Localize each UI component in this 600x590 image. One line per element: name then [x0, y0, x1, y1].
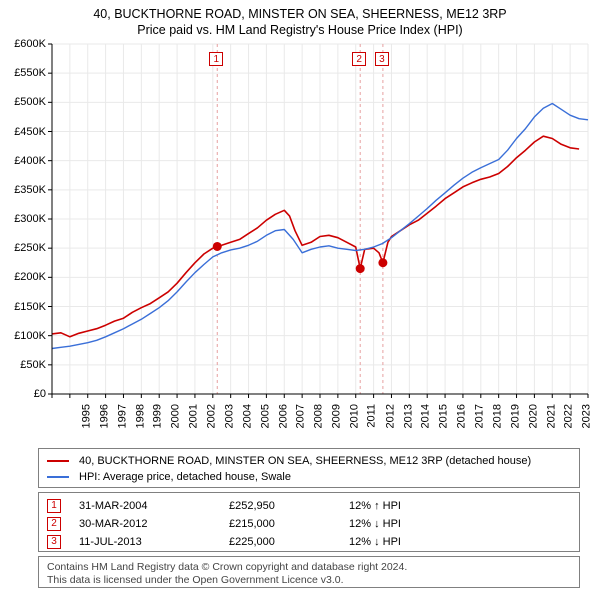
chart-title-subtitle: Price paid vs. HM Land Registry's House … — [0, 22, 600, 38]
y-tick-label: £150K — [14, 301, 46, 313]
event-trend: 12% ↓ HPI — [349, 534, 401, 550]
x-tick-label: 2009 — [331, 404, 343, 428]
y-tick-label: £500K — [14, 96, 46, 108]
x-axis-labels: 1995 1996 1997 1998 1999 2000 2001 2002 2003 2004… — [52, 398, 588, 438]
legend-label-hpi: HPI: Average price, detached house, Swal… — [79, 469, 291, 485]
event-price: £215,000 — [229, 516, 349, 532]
event-marker-icon: 1 — [47, 499, 61, 513]
event-marker-icon: 3 — [47, 535, 61, 549]
x-tick-label: 2016 — [456, 404, 468, 428]
y-axis-labels: £0£50K£100K£150K£200K£250K£300K£350K£400… — [0, 44, 48, 394]
x-tick-label: 2000 — [170, 404, 182, 428]
y-tick-label: £550K — [14, 67, 46, 79]
y-tick-label: £100K — [14, 330, 46, 342]
x-tick-label: 2018 — [491, 404, 503, 428]
y-tick-label: £200K — [14, 271, 46, 283]
x-tick-label: 2004 — [241, 404, 253, 428]
event-trend: 12% ↑ HPI — [349, 498, 401, 514]
x-tick-label: 1996 — [98, 404, 110, 428]
x-tick-label: 2011 — [366, 404, 378, 428]
x-tick-label: 2010 — [348, 404, 360, 428]
y-tick-label: £300K — [14, 213, 46, 225]
x-tick-label: 1998 — [134, 404, 146, 428]
attribution-line: This data is licensed under the Open Gov… — [47, 574, 571, 587]
chart-event-marker-icon: 3 — [375, 52, 389, 66]
x-tick-label: 2017 — [474, 404, 486, 428]
chart-event-marker-icon: 1 — [209, 52, 223, 66]
chart-area: 1 23 — [52, 44, 588, 394]
price-vs-hpi-chart: { "title_line1": "40, BUCKTHORNE ROAD, M… — [0, 0, 600, 590]
x-tick-label: 2003 — [223, 404, 235, 428]
attribution-box: Contains HM Land Registry data © Crown c… — [38, 556, 580, 588]
y-tick-label: £450K — [14, 126, 46, 138]
x-tick-label: 2021 — [545, 404, 557, 428]
x-tick-label: 2007 — [295, 404, 307, 428]
legend-box: 40, BUCKTHORNE ROAD, MINSTER ON SEA, SHE… — [38, 448, 580, 488]
attribution-line: Contains HM Land Registry data © Crown c… — [47, 561, 571, 574]
event-trend: 12% ↓ HPI — [349, 516, 401, 532]
y-tick-label: £50K — [20, 359, 46, 371]
x-tick-label: 1999 — [152, 404, 164, 428]
legend-label-property: 40, BUCKTHORNE ROAD, MINSTER ON SEA, SHE… — [79, 453, 531, 469]
chart-svg — [52, 44, 588, 394]
sale-event-row: 2 30-MAR-2012 £215,000 12% ↓ HPI — [47, 515, 571, 533]
y-tick-label: £600K — [14, 38, 46, 50]
event-date: 31-MAR-2004 — [79, 498, 229, 514]
event-date: 11-JUL-2013 — [79, 534, 229, 550]
x-tick-label: 2005 — [259, 404, 271, 428]
x-tick-label: 2020 — [527, 404, 539, 428]
x-tick-label: 2006 — [277, 404, 289, 428]
x-tick-label: 1997 — [116, 404, 128, 428]
legend-row-property: 40, BUCKTHORNE ROAD, MINSTER ON SEA, SHE… — [47, 453, 571, 469]
legend-row-hpi: HPI: Average price, detached house, Swal… — [47, 469, 571, 485]
event-price: £225,000 — [229, 534, 349, 550]
x-tick-label: 2013 — [402, 404, 414, 428]
x-tick-label: 2012 — [384, 404, 396, 428]
event-marker-icon: 2 — [47, 517, 61, 531]
x-tick-label: 2002 — [206, 404, 218, 428]
x-tick-label: 2023 — [581, 404, 593, 428]
sale-event-row: 1 31-MAR-2004 £252,950 12% ↑ HPI — [47, 497, 571, 515]
chart-title-address: 40, BUCKTHORNE ROAD, MINSTER ON SEA, SHE… — [0, 6, 600, 22]
sale-event-row: 3 11-JUL-2013 £225,000 12% ↓ HPI — [47, 533, 571, 551]
legend-swatch-hpi — [47, 476, 69, 478]
x-tick-label: 2015 — [438, 404, 450, 428]
chart-titles: 40, BUCKTHORNE ROAD, MINSTER ON SEA, SHE… — [0, 0, 600, 38]
x-tick-label: 2001 — [188, 404, 200, 428]
y-tick-label: £350K — [14, 184, 46, 196]
chart-event-marker-icon: 2 — [352, 52, 366, 66]
sales-events-box: 1 31-MAR-2004 £252,950 12% ↑ HPI 2 30-MA… — [38, 492, 580, 552]
y-tick-label: £250K — [14, 242, 46, 254]
y-tick-label: £0 — [34, 388, 46, 400]
x-tick-label: 2008 — [313, 404, 325, 428]
x-tick-label: 2019 — [509, 404, 521, 428]
legend-swatch-property — [47, 460, 69, 462]
x-tick-label: 2014 — [420, 404, 432, 428]
event-price: £252,950 — [229, 498, 349, 514]
x-tick-label: 1995 — [80, 404, 92, 428]
x-tick-label: 2022 — [563, 404, 575, 428]
event-date: 30-MAR-2012 — [79, 516, 229, 532]
y-tick-label: £400K — [14, 155, 46, 167]
